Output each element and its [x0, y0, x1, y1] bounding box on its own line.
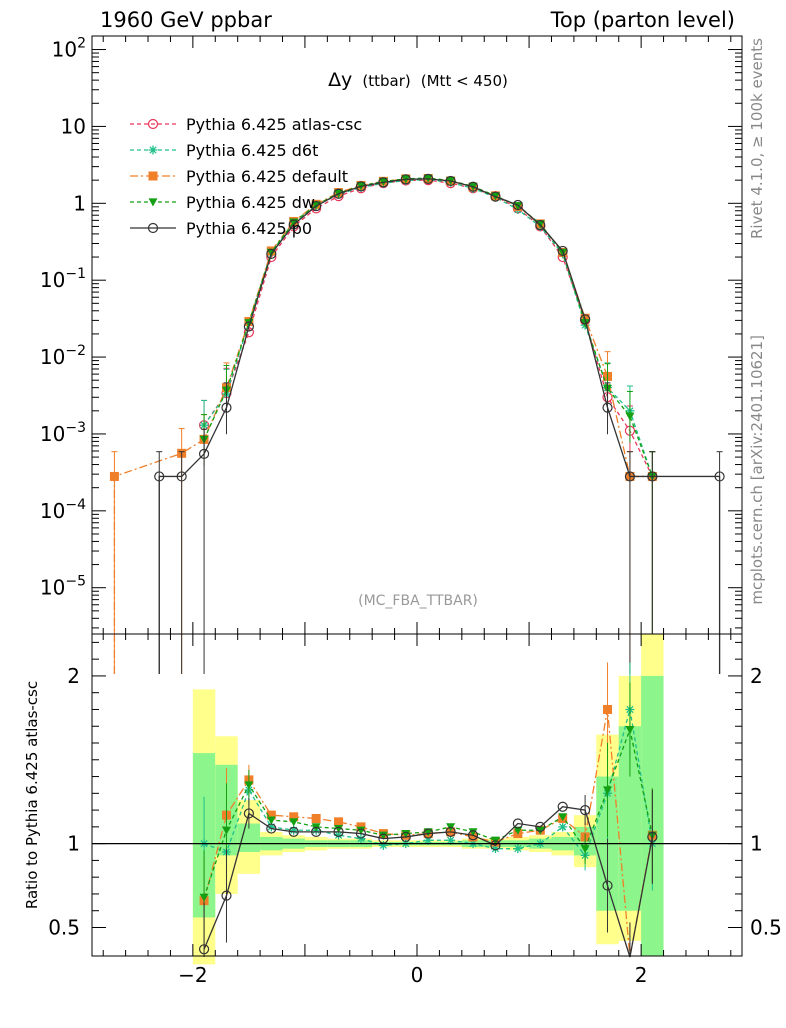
y-tick-label: 1: [73, 191, 86, 215]
y-tick-label: 102: [52, 36, 86, 62]
plot-title-cut: (Mtt < 450): [421, 72, 508, 90]
x-tick-label: 0: [411, 963, 424, 987]
ratio-y-tick-label: 1: [67, 832, 80, 856]
ratio-plot-curves: [200, 663, 657, 957]
ratio-point-default: [312, 814, 321, 823]
legend-label-atlas-csc: Pythia 6.425 atlas-csc: [186, 115, 362, 134]
x-tick-label: 2: [635, 963, 648, 987]
header-left: 1960 GeV ppbar: [100, 8, 272, 32]
ratio-y-tick-label: 2: [67, 664, 80, 688]
y-tick-label: 10−2: [40, 343, 86, 369]
y-tick-label: 10−5: [40, 574, 86, 600]
y-tick-label: 10: [61, 114, 86, 138]
watermark: (MC_FBA_TTBAR): [358, 593, 478, 609]
ratio-y-tick-label-right: 1: [750, 832, 763, 856]
legend-marker-d6t: [149, 146, 158, 155]
legend-label-p0: Pythia 6.425 p0: [186, 219, 312, 238]
ratio-point-default: [603, 705, 612, 714]
ratio-y-tick-label: 0.5: [48, 915, 80, 939]
ratio-uncertainty-bands: [193, 634, 664, 964]
rivet-label: Rivet 4.1.0, ≥ 100k events: [748, 38, 766, 239]
data-point-default: [110, 472, 119, 481]
plot-title-detail: (ttbar): [362, 72, 410, 90]
y-tick-label: 10−4: [40, 497, 86, 523]
ratio-y-tick-label-right: 0.5: [750, 915, 782, 939]
main-plot-axes: 102 10 1 10−1 10−2 10−3 10−4 10−5: [0, 36, 786, 635]
legend-marker-default: [149, 172, 158, 181]
ratio-y-tick-label-right: 2: [750, 664, 763, 688]
x-tick-label: −2: [178, 963, 207, 987]
legend-label-d6t: Pythia 6.425 d6t: [186, 141, 318, 160]
ratio-y-axis-label: Ratio to Pythia 6.425 atlas-csc: [23, 681, 41, 909]
mcplots-label: mcplots.cern.ch [arXiv:2401.10621]: [748, 335, 766, 605]
ratio-point-dw: [289, 818, 298, 826]
y-tick-label: 10−3: [40, 420, 86, 446]
plot-title: Δy (ttbar) (Mtt < 450): [328, 69, 508, 91]
header-right: Top (parton level): [550, 8, 735, 32]
plot-title-symbol: Δy: [328, 69, 352, 91]
y-tick-label: 10−1: [40, 266, 86, 292]
legend: Pythia 6.425 atlas-csc Pythia 6.425 d6t Py…: [130, 115, 362, 238]
ratio-plot-axes: 0.5 0.5 1 1 2 2 −2 0 2: [48, 634, 782, 987]
legend-marker-dw: [149, 198, 158, 206]
legend-label-default: Pythia 6.425 default: [186, 167, 348, 186]
legend-label-dw: Pythia 6.425 dw: [186, 193, 315, 212]
